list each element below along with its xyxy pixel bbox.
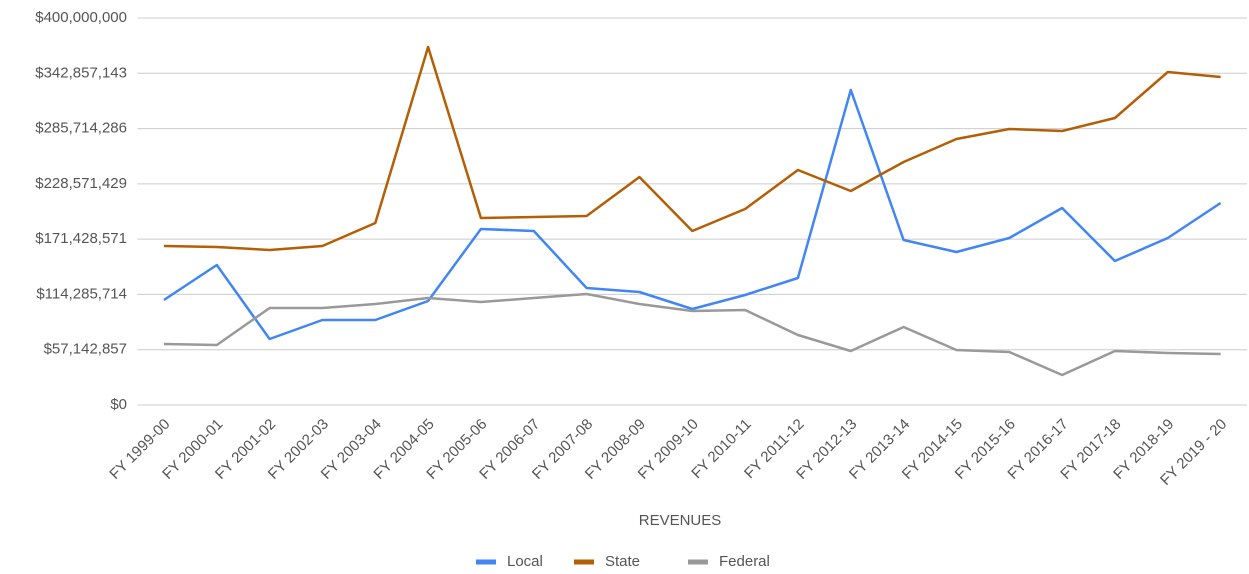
y-tick-label: $57,142,857	[44, 341, 127, 358]
y-tick-label: $171,428,571	[35, 230, 127, 247]
series-line	[163, 45, 1221, 252]
y-tick-label: $228,571,429	[35, 175, 127, 192]
y-tick-label: $0	[110, 396, 127, 413]
y-tick-label: $285,714,286	[35, 120, 127, 137]
x-axis-title: REVENUES	[639, 512, 722, 529]
y-tick-label: $400,000,000	[35, 9, 127, 26]
y-tick-label: $342,857,143	[35, 64, 127, 81]
series-line	[163, 292, 1221, 377]
y-tick-label: $114,285,714	[36, 285, 127, 302]
legend-label: State	[605, 553, 640, 570]
series-line	[163, 88, 1222, 341]
legend-label: Local	[507, 553, 543, 570]
legend-label: Federal	[719, 553, 770, 570]
